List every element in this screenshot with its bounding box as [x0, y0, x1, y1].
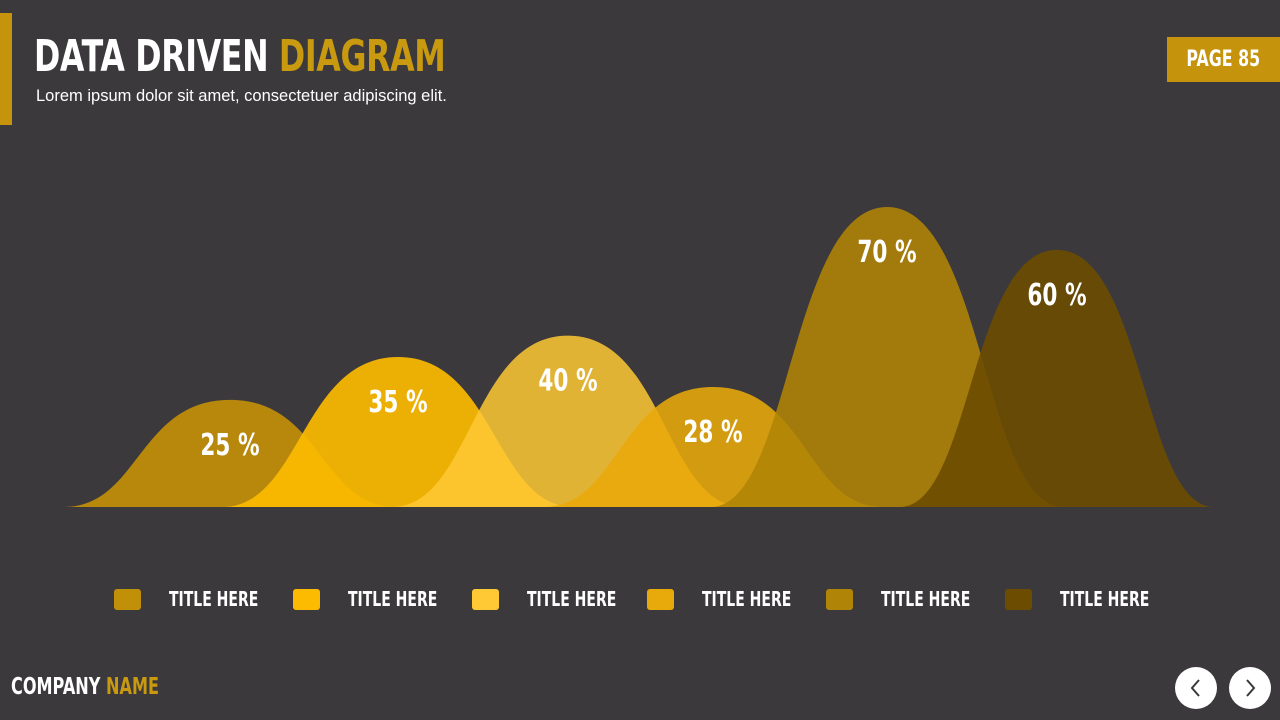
legend-label: TITLE HERE — [348, 587, 438, 611]
legend-swatch — [114, 589, 141, 610]
title-main: DATA DRIVEN — [34, 31, 269, 82]
data-label-2: 35 % — [368, 386, 427, 420]
accent-bar — [0, 13, 12, 125]
company-name: COMPANY NAME — [11, 672, 159, 702]
chevron-left-icon — [1190, 679, 1200, 697]
company-highlight: NAME — [106, 674, 160, 700]
data-label-5: 70 % — [857, 236, 916, 270]
legend-swatch — [826, 589, 853, 610]
data-label-4: 28 % — [683, 416, 742, 450]
title-highlight: DIAGRAM — [278, 31, 446, 82]
data-label-3: 40 % — [538, 364, 597, 398]
legend-label: TITLE HERE — [881, 587, 971, 611]
page-subtitle: Lorem ipsum dolor sit amet, consectetuer… — [36, 87, 447, 105]
page-badge: PAGE 85 — [1167, 37, 1280, 82]
legend-swatch — [647, 589, 674, 610]
data-label-1: 25 % — [200, 428, 259, 462]
next-button[interactable] — [1229, 667, 1271, 709]
legend-swatch — [293, 589, 320, 610]
legend-label: TITLE HERE — [527, 587, 617, 611]
page-number: 85 — [1238, 47, 1261, 72]
legend-label: TITLE HERE — [1060, 587, 1150, 611]
page-title: DATA DRIVEN DIAGRAM — [34, 30, 446, 84]
legend-label: TITLE HERE — [702, 587, 792, 611]
legend-swatch — [1005, 589, 1032, 610]
chevron-right-icon — [1246, 679, 1256, 697]
bell-area-chart: 25 % 35 % 40 % 28 % 70 % 60 % — [64, 207, 1214, 507]
legend-swatch — [472, 589, 499, 610]
data-label-6: 60 % — [1027, 278, 1086, 312]
area-peak-6 — [900, 249, 1214, 507]
company-main: COMPANY — [11, 674, 101, 700]
prev-button[interactable] — [1175, 667, 1217, 709]
page-label: PAGE — [1186, 47, 1233, 72]
legend-label: TITLE HERE — [169, 587, 259, 611]
